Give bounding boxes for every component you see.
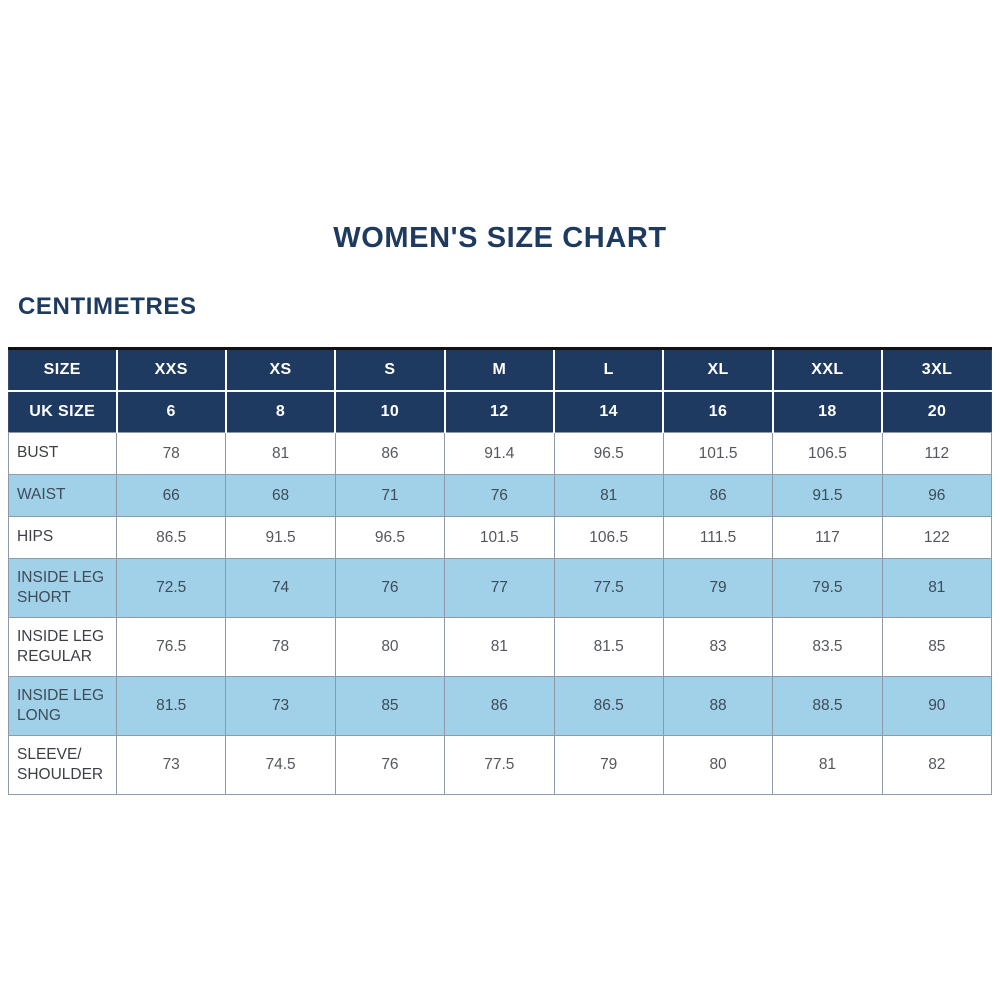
measurement-value-cell: 96.5 — [553, 432, 664, 475]
measurement-value-cell: 106.5 — [553, 516, 664, 559]
measurement-value-cell: 72.5 — [115, 558, 227, 618]
measurement-value-cell: 91.5 — [772, 474, 883, 517]
measurement-value-cell: 81.5 — [115, 676, 227, 736]
measurement-value-cell: 73 — [115, 735, 227, 795]
measurement-value-cell: 78 — [225, 617, 336, 677]
measurement-value-cell: 96.5 — [334, 516, 446, 559]
size-header-cell: XXL — [771, 347, 884, 392]
measurement-value-cell: 76 — [444, 474, 555, 517]
measurement-value-cell: 88.5 — [772, 676, 883, 736]
size-header-row: SIZE XXS XS S M L XL XXL 3XL — [8, 347, 993, 392]
measurement-value-cell: 112 — [881, 432, 993, 475]
measurement-row-hips: HIPS 86.5 91.5 96.5 101.5 106.5 111.5 11… — [8, 516, 993, 559]
uk-size-value-cell: 6 — [115, 390, 227, 433]
measurement-value-cell: 81 — [772, 735, 883, 795]
measurement-value-cell: 91.5 — [225, 516, 336, 559]
uk-size-value-cell: 20 — [881, 390, 993, 433]
row-label-cell: INSIDE LEG REGULAR — [8, 617, 117, 677]
size-header-cell: M — [443, 347, 556, 392]
row-label-cell: HIPS — [8, 516, 117, 559]
size-header-cell: XL — [662, 347, 774, 392]
size-header-cell: L — [552, 347, 665, 392]
measurement-row-inside-leg-regular: INSIDE LEG REGULAR 76.5 78 80 81 81.5 83… — [8, 617, 993, 677]
measurement-value-cell: 90 — [881, 676, 993, 736]
measurement-value-cell: 82 — [881, 735, 993, 795]
unit-label: CENTIMETRES — [18, 293, 197, 320]
measurement-value-cell: 77.5 — [444, 735, 555, 795]
uk-size-label-cell: UK SIZE — [8, 390, 118, 433]
measurement-row-bust: BUST 78 81 86 91.4 96.5 101.5 106.5 112 — [8, 432, 993, 475]
measurement-value-cell: 71 — [334, 474, 446, 517]
size-header-cell: XS — [224, 347, 337, 392]
row-label-cell: INSIDE LEG SHORT — [8, 558, 117, 618]
measurement-value-cell: 76 — [334, 735, 446, 795]
measurement-value-cell: 79 — [553, 735, 664, 795]
uk-size-header-row: UK SIZE 6 8 10 12 14 16 18 20 — [8, 390, 993, 433]
measurement-value-cell: 76.5 — [115, 617, 227, 677]
measurement-value-cell: 91.4 — [444, 432, 555, 475]
uk-size-value-cell: 10 — [334, 390, 446, 433]
uk-size-value-cell: 8 — [224, 390, 337, 433]
uk-size-value-cell: 18 — [771, 390, 884, 433]
measurement-value-cell: 81 — [553, 474, 664, 517]
measurement-value-cell: 96 — [881, 474, 993, 517]
measurement-value-cell: 79.5 — [772, 558, 883, 618]
size-header-label-cell: SIZE — [8, 347, 118, 392]
measurement-row-waist: WAIST 66 68 71 76 81 86 91.5 96 — [8, 474, 993, 517]
measurement-value-cell: 101.5 — [444, 516, 555, 559]
size-header-cell: S — [334, 347, 446, 392]
measurement-value-cell: 74 — [225, 558, 336, 618]
size-chart-table: SIZE XXS XS S M L XL XXL 3XL UK SIZE 6 8… — [8, 347, 993, 795]
measurement-value-cell: 101.5 — [662, 432, 774, 475]
measurement-value-cell: 117 — [772, 516, 883, 559]
row-label-cell: WAIST — [8, 474, 117, 517]
measurement-value-cell: 86 — [444, 676, 555, 736]
measurement-value-cell: 76 — [334, 558, 446, 618]
measurement-value-cell: 88 — [662, 676, 774, 736]
measurement-value-cell: 77.5 — [553, 558, 664, 618]
measurement-value-cell: 83 — [662, 617, 774, 677]
measurement-value-cell: 78 — [115, 432, 227, 475]
measurement-value-cell: 86.5 — [553, 676, 664, 736]
measurement-value-cell: 83.5 — [772, 617, 883, 677]
measurement-row-inside-leg-long: INSIDE LEG LONG 81.5 73 85 86 86.5 88 88… — [8, 676, 993, 736]
measurement-value-cell: 81 — [881, 558, 993, 618]
measurement-value-cell: 81 — [444, 617, 555, 677]
row-label-cell: SLEEVE/ SHOULDER — [8, 735, 117, 795]
measurement-value-cell: 80 — [662, 735, 774, 795]
measurement-row-sleeve-shoulder: SLEEVE/ SHOULDER 73 74.5 76 77.5 79 80 8… — [8, 735, 993, 795]
measurement-value-cell: 85 — [334, 676, 446, 736]
measurement-value-cell: 80 — [334, 617, 446, 677]
size-header-cell: XXS — [115, 347, 227, 392]
row-label-cell: INSIDE LEG LONG — [8, 676, 117, 736]
measurement-value-cell: 111.5 — [662, 516, 774, 559]
measurement-value-cell: 106.5 — [772, 432, 883, 475]
row-label-cell: BUST — [8, 432, 117, 475]
uk-size-value-cell: 14 — [552, 390, 665, 433]
size-header-cell: 3XL — [881, 347, 993, 392]
measurement-value-cell: 81 — [225, 432, 336, 475]
measurement-value-cell: 74.5 — [225, 735, 336, 795]
uk-size-value-cell: 12 — [443, 390, 556, 433]
measurement-value-cell: 73 — [225, 676, 336, 736]
page-title: WOMEN'S SIZE CHART — [333, 222, 667, 254]
measurement-value-cell: 81.5 — [553, 617, 664, 677]
measurement-value-cell: 79 — [662, 558, 774, 618]
measurement-value-cell: 68 — [225, 474, 336, 517]
measurement-value-cell: 122 — [881, 516, 993, 559]
measurement-value-cell: 77 — [444, 558, 555, 618]
measurement-value-cell: 86 — [662, 474, 774, 517]
measurement-value-cell: 86.5 — [115, 516, 227, 559]
measurement-row-inside-leg-short: INSIDE LEG SHORT 72.5 74 76 77 77.5 79 7… — [8, 558, 993, 618]
measurement-value-cell: 85 — [881, 617, 993, 677]
measurement-value-cell: 66 — [115, 474, 227, 517]
uk-size-value-cell: 16 — [662, 390, 774, 433]
measurement-value-cell: 86 — [334, 432, 446, 475]
